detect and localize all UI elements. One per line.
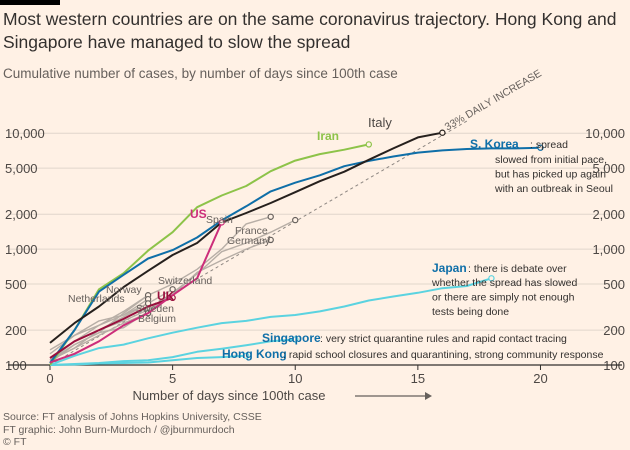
- series-line-s-korea: [49, 146, 541, 364]
- series-end-marker-france: [292, 216, 299, 224]
- series-end-marker-us: [218, 219, 225, 226]
- source-note: Source: FT analysis of Johns Hopkins Uni…: [3, 411, 262, 449]
- x-axis-label: Number of days since 100th case: [133, 388, 326, 403]
- reference-line-label: 33% DAILY INCREASE: [443, 67, 544, 133]
- country-label: Norway: [106, 284, 142, 296]
- y-tick-label-left: 5,000: [5, 161, 38, 176]
- annotation-text: whether the spread has slowed: [431, 277, 577, 289]
- annotation-text: : there is debate over: [468, 263, 567, 275]
- y-tick-label-left: 500: [5, 277, 27, 292]
- country-label: Switzerland: [158, 275, 212, 287]
- x-axis-arrow-head: [425, 392, 432, 400]
- x-tick-label: 15: [411, 371, 425, 386]
- series-line-belgium: [49, 312, 149, 361]
- annotation-text: slowed from initial pace,: [495, 154, 607, 166]
- series-end-marker-switzerland: [169, 286, 176, 293]
- annotation-text: or there are simply not enough: [432, 292, 575, 304]
- country-label: Spain: [206, 214, 233, 226]
- series-end-marker-iran: [365, 141, 373, 148]
- country-label: Singapore: [262, 331, 321, 345]
- series-line-us: [49, 221, 223, 364]
- series-line-singapore: [49, 338, 296, 366]
- series-line-norway: [49, 294, 149, 361]
- series-line-italy: [49, 131, 443, 344]
- y-tick-label-right: 10,000: [585, 126, 625, 141]
- country-label: Germany: [227, 235, 271, 247]
- country-label: Iran: [317, 129, 339, 143]
- y-tick-label-left: 10,000: [5, 126, 45, 141]
- y-tick-label-right: 200: [603, 323, 625, 338]
- country-label: Hong Kong: [222, 347, 287, 361]
- y-tick-label-right: 1,000: [592, 242, 625, 257]
- series-line-iran: [49, 143, 370, 366]
- reference-line-33pct: [49, 119, 469, 366]
- y-tick-label-right: 500: [603, 277, 625, 292]
- annotation-text: : spread: [530, 139, 568, 151]
- annotation-text: but has picked up again: [495, 169, 606, 181]
- y-tick-label-left: 2,000: [5, 207, 38, 222]
- x-tick-label: 20: [533, 371, 547, 386]
- country-label: Belgium: [138, 313, 176, 325]
- country-label: Italy: [368, 115, 392, 130]
- annotation-text: : very strict quarantine rules and rapid…: [320, 333, 567, 345]
- chart-title: Most western countries are on the same c…: [3, 9, 617, 52]
- series-line-japan: [49, 277, 492, 366]
- source-line: Source: FT analysis of Johns Hopkins Uni…: [3, 411, 262, 423]
- ft-top-bar: [0, 0, 60, 5]
- series-end-marker-germany: [267, 236, 274, 244]
- country-label: US: [190, 207, 207, 221]
- series-end-marker-hong-kong: [242, 352, 250, 360]
- x-tick-label: 10: [288, 371, 302, 386]
- country-label: Netherlands: [68, 293, 125, 305]
- y-tick-label-right: 5,000: [592, 161, 625, 176]
- copyright-line: © FT: [3, 436, 27, 448]
- country-label: Sweden: [136, 303, 174, 315]
- country-label: UK: [157, 289, 175, 303]
- y-tick-label-left: 1,000: [5, 242, 38, 257]
- annotation-text: tests being done: [432, 306, 509, 318]
- x-tick-label: 5: [169, 371, 176, 386]
- series-end-marker-japan: [488, 275, 495, 282]
- series-line-uk: [49, 296, 173, 359]
- annotation-text: with an outbreak in Seoul: [494, 183, 613, 195]
- y-tick-label-left: 200: [5, 323, 27, 338]
- y-tick-label-right: 2,000: [592, 207, 625, 222]
- chart-subtitle: Cumulative number of cases, by number of…: [3, 66, 398, 81]
- country-label: Japan: [432, 261, 467, 275]
- country-label: France: [235, 225, 268, 237]
- series-line-spain: [49, 216, 271, 359]
- series-end-marker-italy: [439, 129, 446, 136]
- country-label: S. Korea: [470, 137, 519, 151]
- x-tick-label: 0: [46, 371, 53, 386]
- series-end-marker-s-korea: [537, 144, 544, 151]
- series-end-marker-spain: [267, 213, 274, 220]
- annotation-text: : rapid school closures and quarantining…: [283, 349, 604, 361]
- series-end-marker-singapore: [292, 336, 299, 343]
- credit-line: FT graphic: John Burn-Murdoch / @jburnmu…: [3, 423, 235, 436]
